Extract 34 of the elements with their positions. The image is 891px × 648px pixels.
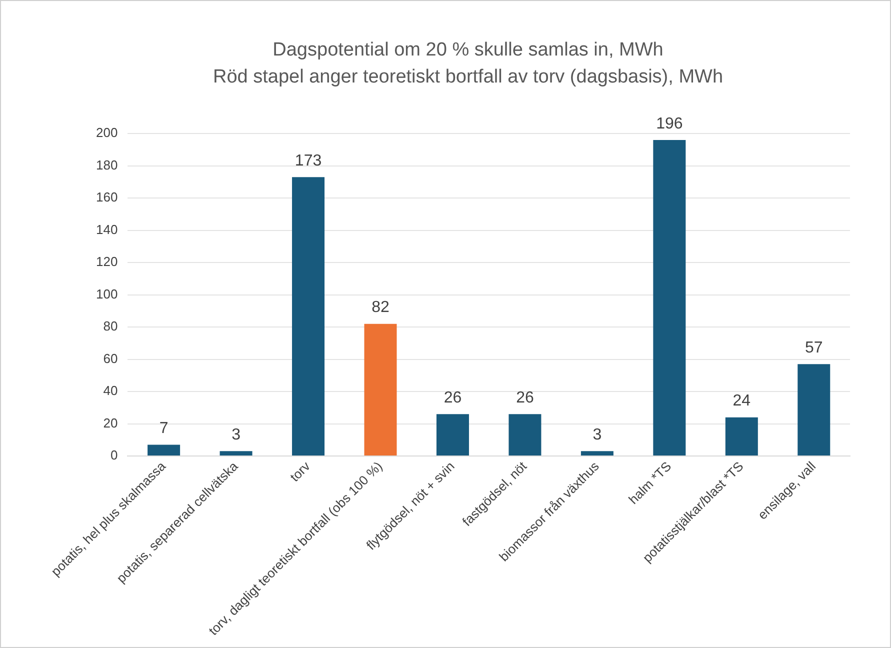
bar: [508, 414, 542, 456]
data-label: 26: [516, 390, 534, 407]
y-tick-label: 80: [103, 318, 118, 334]
y-tick-label: 120: [96, 254, 118, 270]
data-label: 3: [232, 426, 241, 444]
bar: [725, 417, 758, 456]
bar: [148, 444, 180, 456]
bar: [220, 451, 252, 456]
bar: [580, 451, 614, 456]
data-label: 82: [372, 299, 390, 316]
data-label: 196: [656, 115, 683, 132]
data-label: 173: [294, 152, 322, 170]
y-tick-label: 160: [96, 190, 118, 205]
chart-title: Dagspotential om 20 % skulle samlas in, MWh: [272, 40, 664, 61]
y-tick-label: 60: [103, 350, 118, 366]
data-label: 26: [444, 390, 462, 407]
data-label: 57: [804, 340, 823, 357]
bar: [292, 177, 325, 456]
y-tick-label: 0: [110, 448, 118, 463]
bar: [364, 324, 397, 456]
y-tick-label: 200: [96, 125, 118, 140]
y-tick-label: 180: [96, 157, 118, 172]
y-tick-label: 20: [103, 415, 118, 430]
chart-subtitle: Röd stapel anger teoretiskt bortfall av torv (dagsbasis), MWh: [212, 66, 724, 88]
bar: [436, 414, 469, 456]
data-label: 3: [592, 426, 602, 444]
data-label: 24: [732, 392, 751, 410]
y-tick-label: 140: [96, 222, 118, 237]
data-label: 7: [159, 420, 168, 438]
bar: [798, 364, 830, 456]
y-tick-label: 40: [103, 383, 118, 398]
bar: [653, 140, 686, 456]
y-tick-label: 100: [96, 286, 118, 302]
x-tick-label: torv: [286, 458, 314, 485]
